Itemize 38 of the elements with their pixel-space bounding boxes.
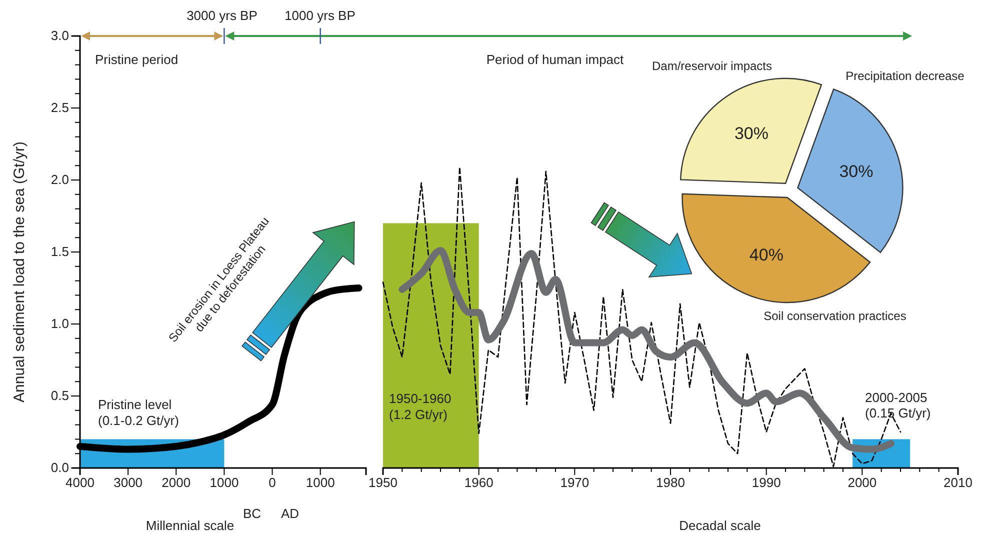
slice-label: Dam/reservoir impacts [652,59,772,73]
x-tick-label: 2000 [848,475,877,490]
x-axis-title: Decadal scale [679,518,761,533]
x-tick-label: 0 [268,475,276,490]
annotation: Pristine period [95,52,178,67]
y-tick-label: 1.0 [50,316,69,332]
annotation: 1950-1960 (1.2 Gt/yr) [389,391,452,422]
x-tick-label: 2010 [944,475,972,490]
y-tick-label: 2.0 [50,172,69,188]
annotation: Pristine level (0.1-0.2 Gt/yr) [98,397,179,428]
data-label: 30% [839,162,874,182]
y-axis-title: Annual sediment load to the sea (Gt/yr) [11,142,28,402]
y-tick-label: 0.0 [50,460,69,476]
slice-label: Soil conservation practices [764,309,906,323]
x-axis-title: Millennial scale [146,518,234,533]
text: AD [280,506,300,521]
y-tick-label: 0.5 [50,388,69,404]
x-tick-label: 1970 [560,475,590,490]
x-tick-label: 1000 [210,475,239,490]
annotation: 2000-2005 (0.15 Gt/yr) [865,390,931,421]
x-tick-label: 1000 [306,475,335,490]
x-tick-label: 3000 [114,475,143,490]
data-label: 40% [749,246,784,265]
annotation: Period of human impact [486,52,624,67]
y-tick-label: 1.5 [50,244,69,260]
slice-label: Precipitation decrease [846,69,965,83]
x-tick-label: 1960 [464,475,494,490]
data-label: 30% [734,124,768,143]
text: BC [242,506,262,521]
x-tick-label: 1990 [752,475,781,490]
text: 1000 yrs BP [284,8,356,23]
x-tick-label: 1950 [368,475,398,490]
y-tick-label: 3.0 [50,28,69,44]
x-tick-label: 1980 [656,475,685,490]
y-tick-label: 2.5 [50,100,69,116]
x-tick-label: 2000 [162,475,191,490]
x-tick-label: 4000 [66,475,94,490]
text: 3000 yrs BP [186,8,258,23]
